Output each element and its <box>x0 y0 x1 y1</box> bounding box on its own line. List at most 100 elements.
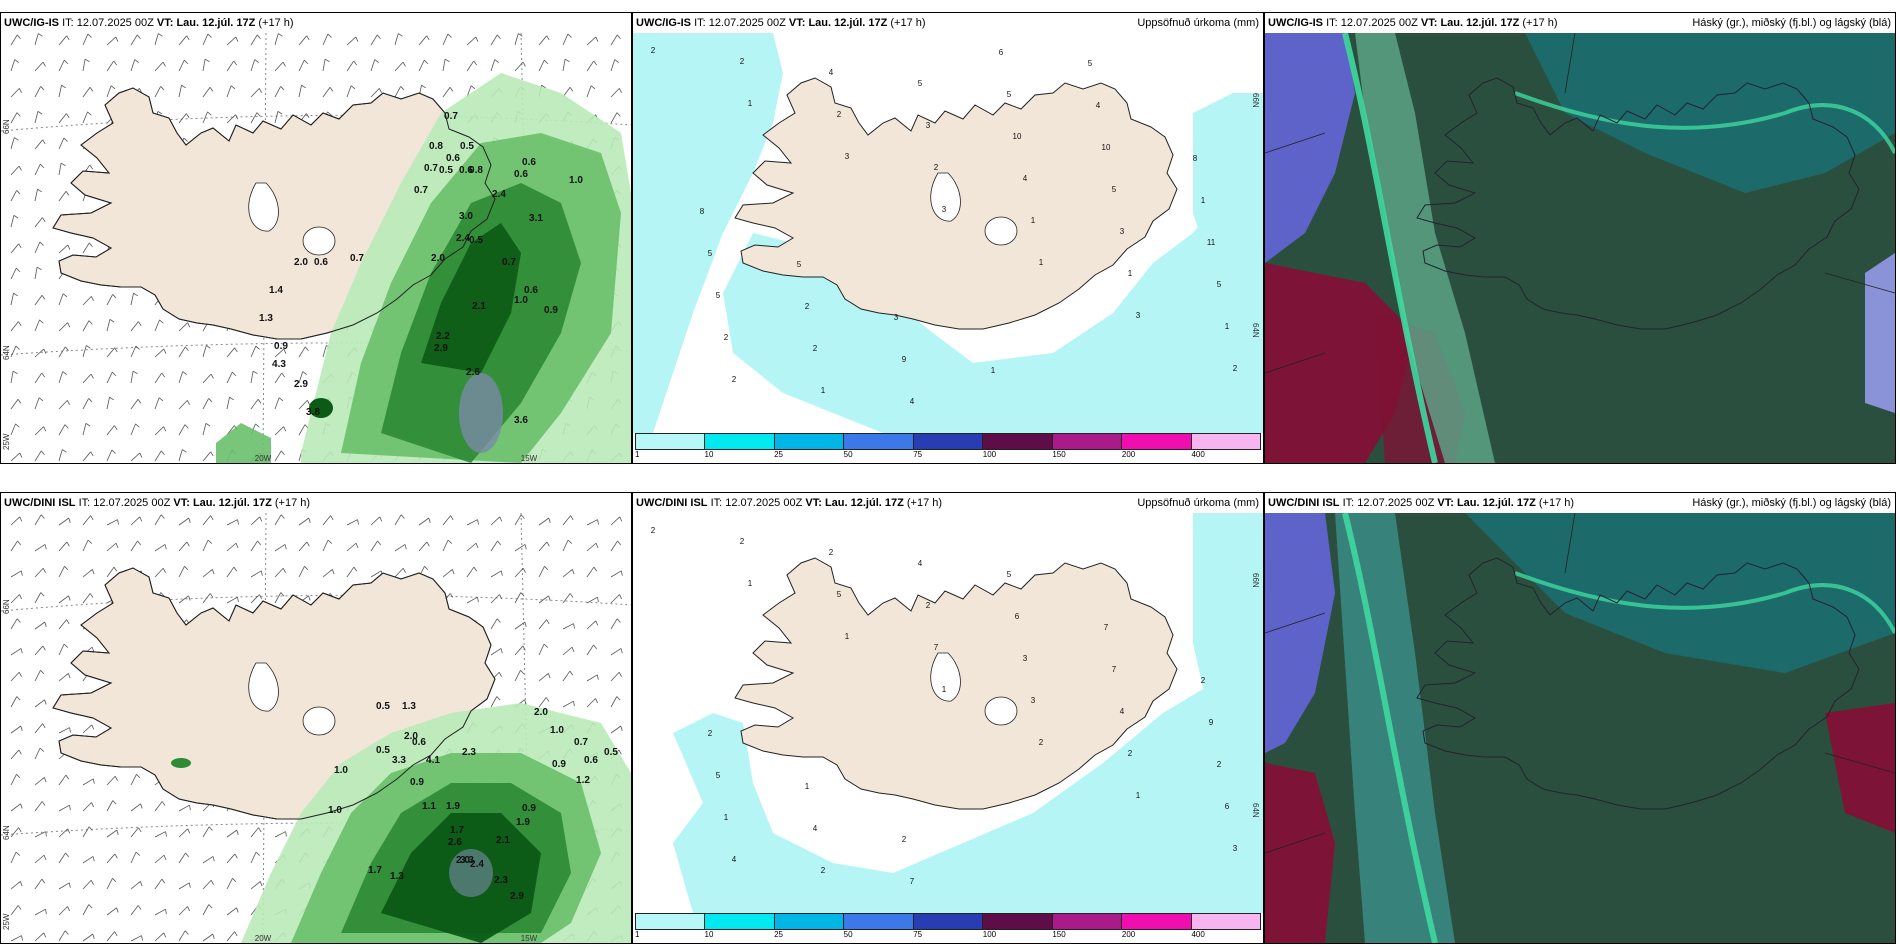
wind-barb <box>106 519 118 526</box>
wind-value-label: 1.0 <box>328 805 342 816</box>
wind-barb <box>250 371 254 384</box>
wind-barb-flag <box>207 539 212 544</box>
wind-value-label: 0.9 <box>410 777 424 788</box>
wind-barb <box>298 424 306 436</box>
precip-value-label: 2 <box>1128 749 1133 758</box>
wind-barb-flag <box>283 348 287 354</box>
wind-barb-flag <box>189 805 191 811</box>
wind-barb <box>154 544 166 552</box>
wind-barb <box>10 516 21 526</box>
wind-barb <box>514 621 526 630</box>
wind-barb-flag <box>426 35 430 41</box>
wind-barb <box>250 345 257 358</box>
wind-barb-flag <box>18 165 22 171</box>
lat-label-64n: 64N <box>1251 323 1260 338</box>
wind-barb <box>370 88 380 98</box>
wind-barb <box>178 322 188 332</box>
wind-barb-flag <box>115 36 119 42</box>
wind-barb-flag <box>62 293 68 298</box>
wind-barb <box>274 372 283 384</box>
wind-barb-flag <box>524 699 527 705</box>
wind-value-label: 0.5 <box>376 745 390 756</box>
wind-barb-flag <box>18 243 22 249</box>
wind-barb <box>394 61 404 72</box>
wind-barb-flag <box>186 35 190 41</box>
wind-barb-flag <box>41 801 46 806</box>
wind-barb-flag <box>547 673 551 679</box>
wind-barb-flag <box>165 831 167 837</box>
precip-value-label: 3 <box>845 152 850 161</box>
lead-time: (+17 h) <box>906 497 943 509</box>
wind-barb <box>130 905 139 916</box>
wind-barb-flag <box>282 61 286 67</box>
wind-barb <box>34 567 44 578</box>
wind-barb-flag <box>137 905 142 910</box>
wind-barb-flag <box>231 371 237 377</box>
wind-map-svg: 0.70.8 0.50.60.7 0.5 0.60.60.70.82.40.61.03… <box>1 33 631 463</box>
wind-barb-flag <box>138 321 142 326</box>
iceland-coastline <box>1416 77 1860 330</box>
wind-barb-flag <box>188 595 191 601</box>
wind-barb <box>418 60 425 72</box>
wind-barb-flag <box>39 747 44 752</box>
wind-barb-flag <box>43 932 47 938</box>
wind-barb <box>34 777 45 786</box>
wind-barb <box>58 930 66 942</box>
wind-barb <box>154 61 164 72</box>
wind-barb-flag <box>36 266 42 270</box>
wind-barb-flag <box>42 723 46 729</box>
wind-barb-flag <box>524 544 527 550</box>
wind-barb-flag <box>234 931 238 937</box>
wind-barb <box>562 646 573 656</box>
wind-barb <box>274 348 285 358</box>
wind-barb-flag <box>212 856 215 862</box>
precip-value-label: 11 <box>1207 238 1216 247</box>
wind-barb <box>58 882 70 890</box>
wind-barb <box>490 594 500 604</box>
wind-barb <box>58 852 66 864</box>
glacier <box>302 706 336 736</box>
wind-barb <box>274 544 286 552</box>
wind-barb <box>130 423 136 436</box>
wind-barb <box>610 725 622 734</box>
wind-barb-flag <box>16 618 21 623</box>
legend-label: 100 <box>982 930 997 939</box>
wind-barb-flag <box>91 724 95 730</box>
cloud-map-svg <box>1265 33 1895 463</box>
wind-barb <box>298 60 305 72</box>
wind-barb <box>178 566 185 578</box>
it-label: IT: <box>62 17 74 29</box>
wind-barb <box>10 827 19 838</box>
precip-value-label: 7 <box>910 877 915 886</box>
wind-barb-flag <box>595 620 599 626</box>
wind-barb-flag <box>208 904 213 909</box>
wind-barb-flag <box>86 345 91 349</box>
it-value: 12.07.2025 00Z <box>1340 17 1418 29</box>
wind-barb-flag <box>65 852 69 858</box>
model-name: UWC/IG-IS <box>636 17 691 29</box>
wind-barb-flag <box>63 643 68 648</box>
wind-barb-flag <box>141 935 143 941</box>
wind-barb-flag <box>207 33 212 38</box>
wind-barb-flag <box>595 36 599 42</box>
wind-barb-flag <box>374 59 379 63</box>
legend-swatch <box>1191 914 1260 929</box>
wind-barb-flag <box>544 566 549 571</box>
wind-barb-flag <box>63 137 68 142</box>
wind-barb-flag <box>475 36 479 42</box>
wind-barb <box>34 189 38 202</box>
wind-barb <box>58 293 64 306</box>
wind-barb <box>106 931 115 942</box>
wind-barb-flag <box>45 831 47 837</box>
precip-value-label: 1 <box>1225 322 1230 331</box>
wind-barb <box>10 725 22 734</box>
wind-barb <box>130 321 139 332</box>
wind-barb <box>274 111 279 124</box>
wind-value-label: 2.0 <box>431 253 445 264</box>
wind-barb <box>34 621 46 630</box>
wind-barb <box>154 397 160 410</box>
wind-barb <box>610 59 616 72</box>
wind-barb-flag <box>17 34 21 39</box>
wind-barb-flag <box>92 778 95 784</box>
precip-value-label: 2 <box>1039 738 1044 747</box>
